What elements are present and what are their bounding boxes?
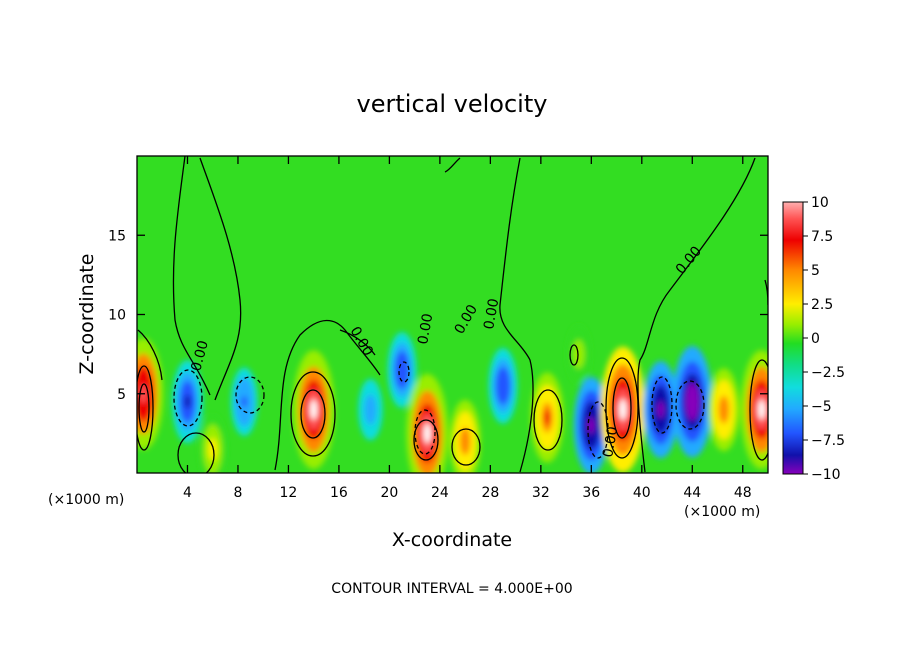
contour-ring <box>137 365 154 451</box>
contour-ring <box>533 389 563 451</box>
negative-contour <box>173 369 203 427</box>
x-tick-label: 28 <box>481 485 499 501</box>
negative-contour <box>235 376 265 414</box>
field-blob <box>657 401 664 418</box>
contour-interval-note: CONTOUR INTERVAL = 4.000E+00 <box>331 581 572 597</box>
z-unit-label: (×1000 m) <box>48 492 124 508</box>
negative-contour <box>651 376 673 434</box>
field-blob <box>310 399 318 420</box>
contour-lines <box>137 156 768 473</box>
field-blobs <box>137 325 768 473</box>
x-tick-label: 12 <box>280 485 298 501</box>
colorbar-tick-label: −2.5 <box>811 365 845 381</box>
zero-contour <box>137 329 163 381</box>
zero-contour <box>339 329 376 356</box>
contour-ring <box>612 377 632 439</box>
field-blob <box>462 434 469 449</box>
contour-ring <box>749 359 768 461</box>
zero-contour <box>199 157 242 401</box>
colorbar-tick-label: −5 <box>811 399 832 415</box>
y-axis-label: Z-coordinate <box>76 254 98 375</box>
field-blob <box>619 399 627 421</box>
field-blob <box>588 417 595 434</box>
negative-contour <box>414 409 436 455</box>
field-blob <box>399 363 406 377</box>
colorbar-tick-label: −7.5 <box>811 433 845 449</box>
field-blob <box>575 349 582 360</box>
contour-label: 0.00 <box>600 425 621 458</box>
contour-ring <box>569 344 579 366</box>
x-tick-label: 32 <box>532 485 550 501</box>
x-tick-label: 8 <box>233 485 242 501</box>
colorbar-ticks: 10 7.5 5 2.5 0 −2.5 −5 −7.5 −10 <box>803 195 845 483</box>
field-blob <box>688 392 696 411</box>
zero-contour <box>637 157 756 473</box>
contour-ring <box>451 428 481 466</box>
zero-contour <box>444 157 461 173</box>
contour-ring <box>413 419 439 461</box>
x-tick-label: 20 <box>380 485 398 501</box>
negative-contour <box>675 380 705 430</box>
field-blob <box>544 410 551 426</box>
x-unit-label: (×1000 m) <box>684 504 760 520</box>
chart-title: vertical velocity <box>357 90 548 118</box>
contour-label: 0.00 <box>188 339 212 373</box>
field-blob <box>184 394 191 409</box>
field-blob <box>423 423 431 444</box>
x-axis-label: X-coordinate <box>392 529 512 551</box>
contour-ring <box>177 432 215 473</box>
x-tick-label: 36 <box>582 485 600 501</box>
zero-contour <box>274 319 381 471</box>
field-blob <box>367 404 374 415</box>
negative-contour <box>587 401 609 459</box>
zero-contour <box>499 157 534 473</box>
negative-contour <box>398 361 410 383</box>
colorbar-tick-label: 10 <box>811 195 829 211</box>
colorbar-gradient <box>782 201 804 475</box>
y-tick-label: 10 <box>108 308 126 324</box>
contour-ring <box>605 357 639 459</box>
x-tick-label: 40 <box>633 485 651 501</box>
y-tick-label: 15 <box>108 228 126 244</box>
contour-label: 0.00 <box>481 297 502 330</box>
field-blob <box>758 399 766 420</box>
y-axis: 5 10 15 <box>108 228 768 403</box>
contour-label: 0.00 <box>415 312 436 345</box>
contour-ring <box>290 371 336 457</box>
colorbar-tick-label: 7.5 <box>811 229 833 245</box>
colorbar-tick-label: 2.5 <box>811 297 833 313</box>
plot-area: 0.00 0.00 0.00 0.00 0.00 0.00 0.00 4 8 12 1… <box>108 155 769 501</box>
field-blob <box>241 395 248 408</box>
contour-ring <box>138 383 150 433</box>
colorbar-tick-label: 5 <box>811 263 820 279</box>
x-tick-label: 16 <box>330 485 348 501</box>
x-tick-label: 44 <box>683 485 701 501</box>
x-tick-label: 24 <box>431 485 449 501</box>
x-axis: 4 8 12 16 20 24 28 32 36 40 44 48 <box>183 156 752 501</box>
zero-contour <box>172 156 211 396</box>
colorbar: 10 7.5 5 2.5 0 −2.5 −5 −7.5 −10 <box>782 195 845 483</box>
x-tick-label: 4 <box>183 485 192 501</box>
field-blob <box>499 379 506 393</box>
y-tick-label: 5 <box>117 387 126 403</box>
colorbar-tick-label: 0 <box>811 331 820 347</box>
x-tick-label: 48 <box>734 485 752 501</box>
contour-ring <box>300 389 326 439</box>
field-blob <box>720 402 727 417</box>
colorbar-tick-label: −10 <box>811 467 841 483</box>
